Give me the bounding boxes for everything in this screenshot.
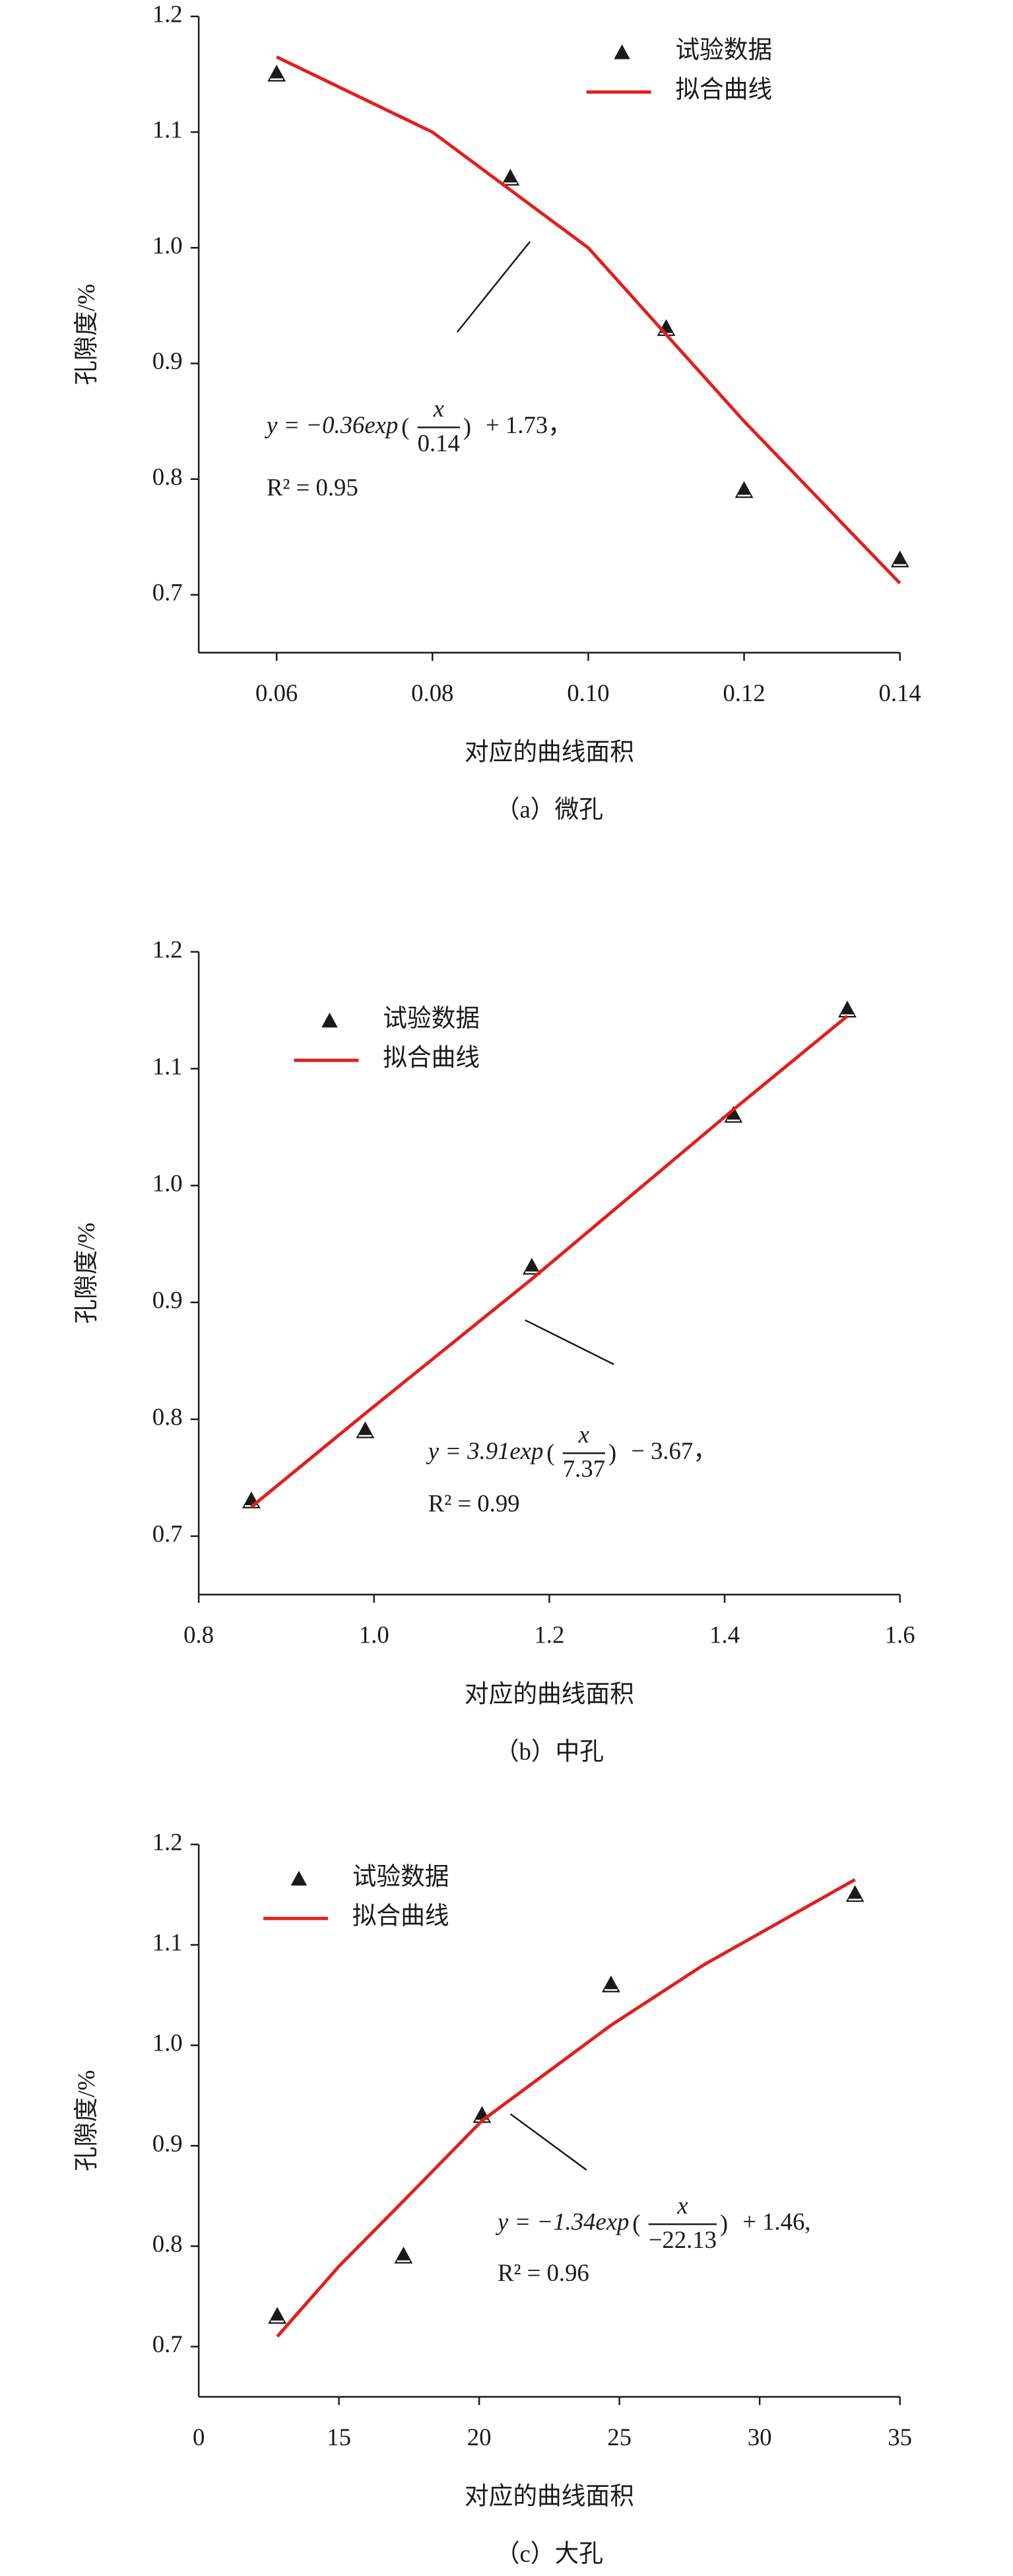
y-axis-label: 孔隙度/% xyxy=(73,1223,100,1324)
equation-prefix: y = −1.34exp xyxy=(495,2208,629,2235)
data-point xyxy=(501,168,520,186)
data-point xyxy=(845,1885,865,1902)
y-tick-label: 1.2 xyxy=(152,936,183,963)
equation-numerator: x xyxy=(578,1421,590,1448)
caption: （b）中孔 xyxy=(495,1738,604,1765)
data-point xyxy=(394,2247,413,2264)
x-tick-label: 30 xyxy=(748,2424,772,2451)
y-tick-label: 1.1 xyxy=(152,116,183,143)
fit-line xyxy=(276,1878,856,2338)
data-point xyxy=(735,481,754,498)
legend-label: 拟合曲线 xyxy=(675,76,772,104)
x-tick-label: 20 xyxy=(467,2424,492,2451)
y-tick-label: 0.8 xyxy=(152,1404,183,1431)
data-point xyxy=(522,1258,541,1275)
legend-label: 试验数据 xyxy=(352,1862,449,1890)
legend-label: 拟合曲线 xyxy=(352,1902,449,1930)
r-squared: R² = 0.96 xyxy=(498,2260,589,2287)
x-tick-label: 1.0 xyxy=(359,1621,389,1648)
caption: （a）微孔 xyxy=(496,796,603,823)
x-tick-label: 0.14 xyxy=(879,680,921,707)
y-axis-label: 孔隙度/% xyxy=(73,284,100,385)
r-squared: R² = 0.99 xyxy=(428,1490,520,1517)
fit-line xyxy=(276,55,901,585)
legend-marker xyxy=(614,44,630,59)
data-point xyxy=(890,550,909,568)
legend-marker xyxy=(290,1870,308,1886)
equation-prefix: y = 3.91exp xyxy=(426,1438,544,1465)
x-tick-label: 1.2 xyxy=(534,1621,564,1648)
r-squared: R² = 0.95 xyxy=(267,474,358,501)
y-tick-label: 0.9 xyxy=(152,348,183,375)
x-axis-label: 对应的曲线面积 xyxy=(465,2482,634,2510)
x-tick-label: 0.12 xyxy=(723,680,765,707)
paren: ) xyxy=(463,413,471,440)
x-tick-label: 25 xyxy=(607,2424,632,2451)
paren: ) xyxy=(608,1439,616,1466)
paren: ( xyxy=(401,413,409,440)
x-tick-label: 0.8 xyxy=(183,1621,214,1648)
x-tick-label: 15 xyxy=(327,2424,351,2451)
leader-line xyxy=(456,241,531,333)
y-tick-label: 1.2 xyxy=(152,1829,183,1856)
y-tick-label: 1.1 xyxy=(152,1929,183,1956)
data-point xyxy=(268,2307,287,2324)
x-tick-label: 1.6 xyxy=(885,1621,915,1648)
x-tick-label: 35 xyxy=(888,2424,912,2451)
data-point xyxy=(601,1975,620,1992)
data-point xyxy=(267,65,286,82)
legend-label: 拟合曲线 xyxy=(383,1044,480,1071)
paren: ( xyxy=(546,1439,554,1466)
y-tick-label: 1.0 xyxy=(152,2029,183,2056)
caption: （c）大孔 xyxy=(496,2540,603,2567)
x-tick-label: 0.06 xyxy=(255,680,298,707)
y-tick-label: 1.2 xyxy=(152,1,183,28)
x-tick-label: 0.10 xyxy=(567,680,609,707)
paren: ) xyxy=(720,2210,728,2237)
data-point xyxy=(356,1421,375,1439)
y-tick-label: 1.0 xyxy=(152,1170,183,1197)
equation-suffix: + 1.46, xyxy=(742,2208,810,2235)
x-axis-label: 对应的曲线面积 xyxy=(465,738,634,766)
legend-label: 试验数据 xyxy=(383,1005,480,1033)
x-tick-label: 0.08 xyxy=(411,680,453,707)
equation-denominator: −22.13 xyxy=(649,2227,717,2254)
equation-denominator: 0.14 xyxy=(418,430,460,457)
legend-label: 试验数据 xyxy=(675,36,772,64)
legend-marker xyxy=(321,1012,338,1028)
y-tick-label: 1.1 xyxy=(152,1053,183,1080)
leader-line xyxy=(509,2113,587,2171)
y-tick-label: 0.8 xyxy=(152,2231,183,2258)
equation-numerator: x xyxy=(676,2192,688,2220)
equation-prefix: y = −0.36exp xyxy=(264,412,398,439)
y-tick-label: 0.7 xyxy=(152,1520,183,1547)
leader-line xyxy=(525,1319,614,1365)
x-tick-label: 1.4 xyxy=(709,1621,740,1648)
y-tick-label: 1.0 xyxy=(152,232,183,259)
x-axis-label: 对应的曲线面积 xyxy=(465,1680,634,1708)
y-tick-label: 0.8 xyxy=(152,463,183,491)
y-tick-label: 0.7 xyxy=(152,579,183,606)
paren: ( xyxy=(632,2210,640,2237)
fit-line xyxy=(250,1015,849,1508)
x-origin-label: 0 xyxy=(193,2424,205,2451)
y-tick-label: 0.9 xyxy=(152,1287,183,1314)
y-tick-label: 0.7 xyxy=(152,2331,183,2358)
equation-suffix: + 1.73， xyxy=(486,412,572,439)
y-axis-label: 孔隙度/% xyxy=(73,2070,100,2171)
equation-suffix: − 3.67， xyxy=(631,1438,717,1465)
y-tick-label: 0.9 xyxy=(152,2130,183,2157)
equation-numerator: x xyxy=(433,395,445,423)
equation-denominator: 7.37 xyxy=(563,1456,605,1483)
